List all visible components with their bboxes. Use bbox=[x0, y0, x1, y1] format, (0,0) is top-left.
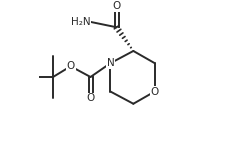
Text: N: N bbox=[106, 58, 114, 68]
Text: O: O bbox=[66, 61, 74, 71]
Text: O: O bbox=[150, 86, 158, 97]
Text: O: O bbox=[86, 93, 94, 103]
Text: H₂N: H₂N bbox=[71, 17, 90, 27]
Text: O: O bbox=[112, 1, 120, 11]
